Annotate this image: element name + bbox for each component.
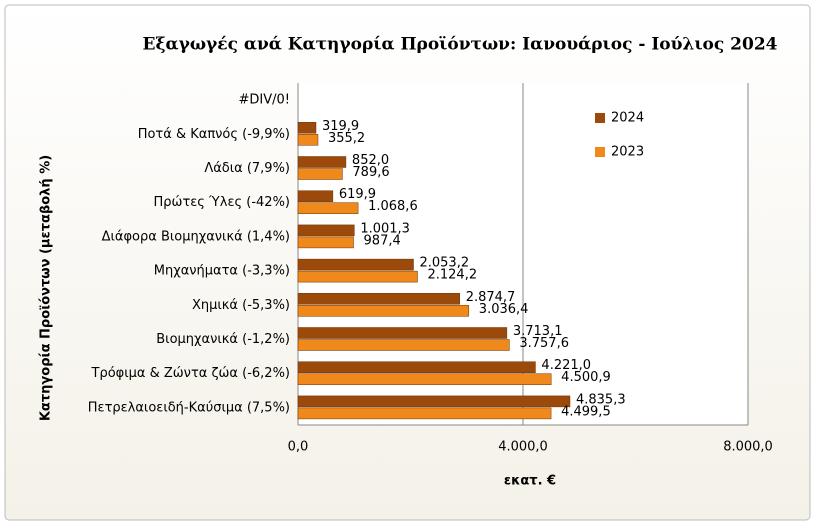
bar [297,236,354,249]
x-tick-label: 0,0 [288,440,309,455]
y-tick-label: Λάδια (7,9%) [204,161,290,176]
y-tick-label: Διάφορα Βιομηχανικά (1,4%) [102,229,290,244]
value-label: 4.499,5 [561,404,611,419]
value-label: 4.500,9 [561,370,611,385]
chart-title: Εξαγωγές ανά Κατηγορία Προϊόντων: Ιανουά… [143,35,778,55]
value-label: 987,4 [364,233,401,248]
legend-swatch [595,147,605,157]
bar [297,168,343,180]
value-label: 355,2 [328,131,365,146]
y-tick-label: Χημικά (-5,3%) [192,298,290,313]
bar [297,361,536,373]
value-label: 852,0 [352,153,389,168]
bar [297,202,359,214]
y-tick-label: #DIV/0! [239,93,291,108]
bar [297,224,355,237]
bar [297,339,510,351]
bar [297,156,347,168]
bar [297,395,571,408]
y-tick-label: Μηχανήματα (-3,3%) [154,264,290,279]
x-tick-label: 4.000,0 [498,440,548,455]
value-label: 3.757,6 [519,336,569,351]
value-label: 2.874,7 [466,290,516,305]
value-label: 3.036,4 [479,302,529,317]
legend-label: 2023 [611,145,644,160]
x-axis-title: εκατ. € [504,474,556,489]
bar [297,190,334,202]
value-label: 4.221,0 [541,358,591,373]
value-label: 1.001,3 [360,221,410,236]
bar [297,407,552,420]
y-tick-label: Τρόφιμα & Ζώντα ζώα (-6,2%) [91,366,290,381]
value-label: 1.068,6 [368,199,418,214]
bar [297,258,414,271]
value-label: 2.124,2 [427,268,477,283]
bar [297,327,508,339]
bar [297,134,319,146]
y-tick-label: Πρώτες Ύλες (-42%) [154,195,290,210]
legend-swatch [595,113,605,123]
value-label: 3.713,1 [513,324,563,339]
bar [297,122,317,134]
value-label: 619,9 [339,187,376,202]
y-tick-label: Πετρελαιοειδή-Καύσιμα (7,5%) [88,400,290,415]
bar [297,305,470,317]
value-label: 789,6 [352,165,389,180]
value-label: 4.835,3 [576,392,626,407]
y-tick-label: Βιομηχανικά (-1,2%) [156,332,290,347]
bar [297,270,418,283]
x-tick-label: 8.000,0 [723,440,773,455]
value-label: 2.053,2 [419,256,469,271]
y-tick-label: Ποτά & Καπνός (-9,9%) [138,127,290,142]
bar [297,373,552,385]
legend-label: 2024 [611,111,644,126]
value-label: 319,9 [322,119,359,134]
y-axis-title: Κατηγορία Προϊόντων (μεταβολή %) [39,155,54,421]
bar [297,293,460,305]
